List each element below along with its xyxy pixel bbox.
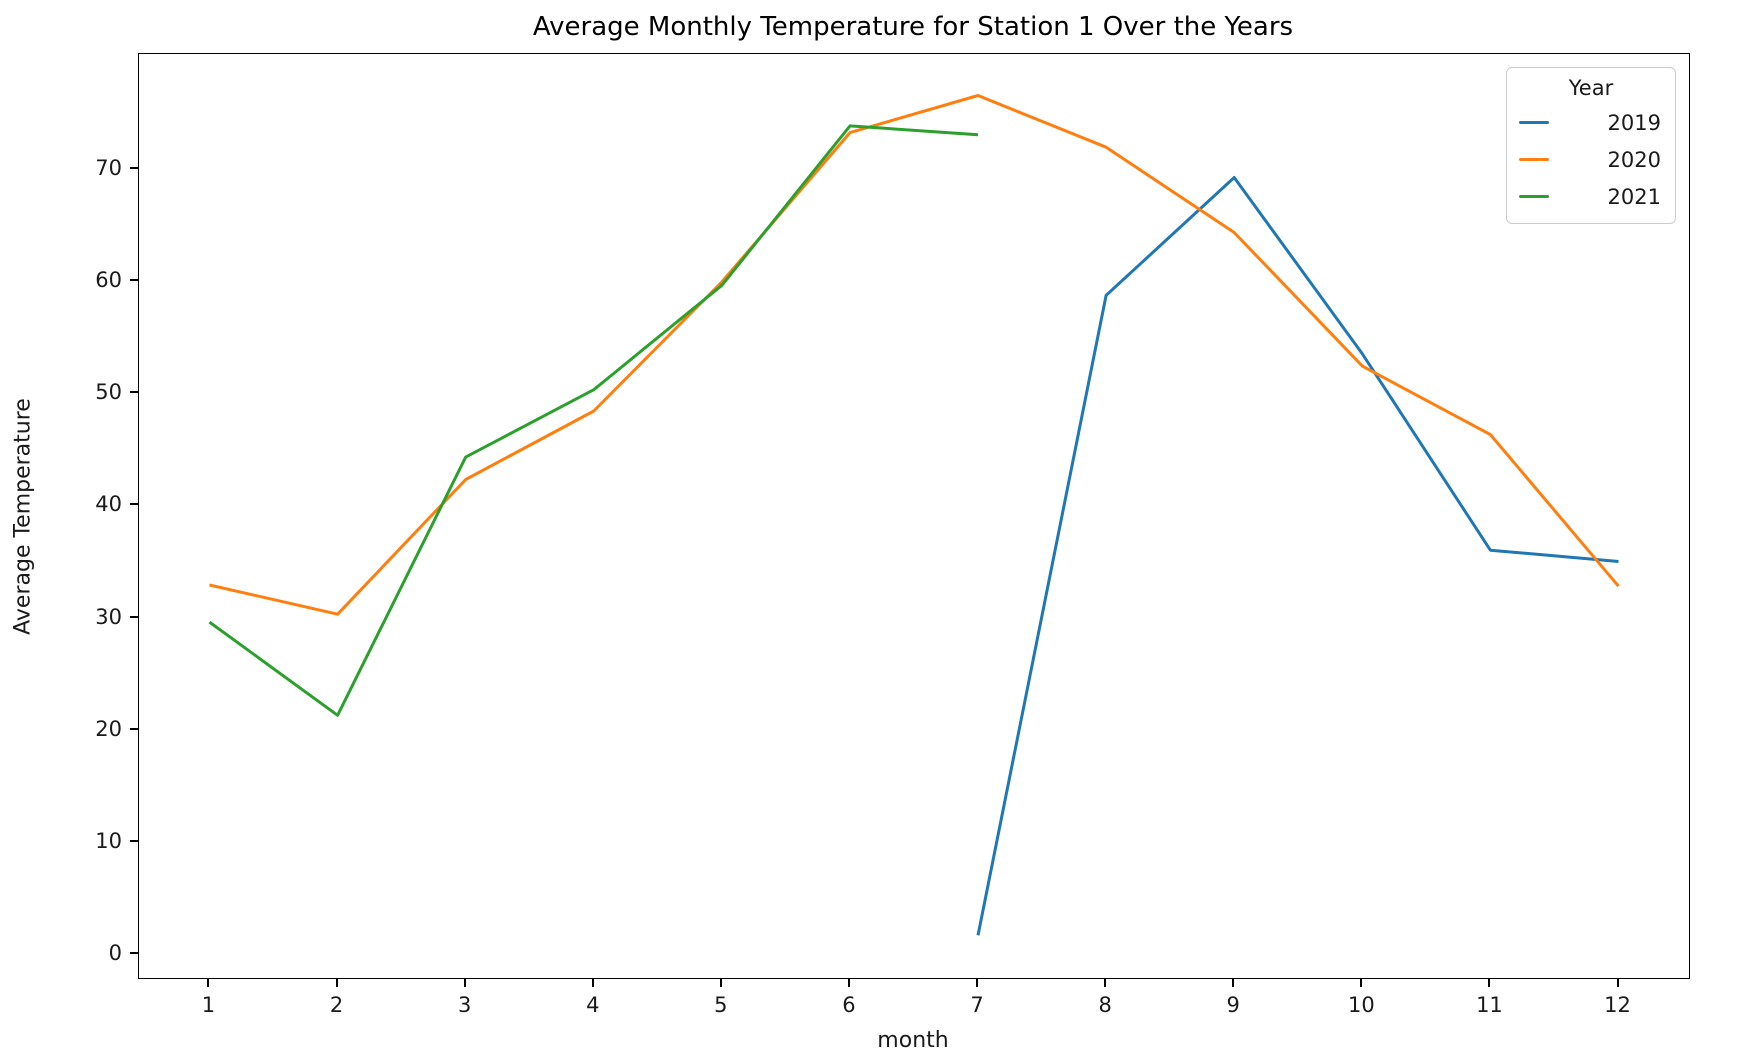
x-tick-label: 4 <box>586 993 600 1017</box>
y-tick-label: 40 <box>95 492 122 517</box>
y-tick-label: 20 <box>95 716 122 741</box>
series-line-2019 <box>976 176 1619 936</box>
y-tick-mark <box>130 840 138 843</box>
legend-item-2020: 2020 <box>1517 141 1665 178</box>
x-tick-label: 1 <box>201 993 216 1017</box>
x-tick-label: 8 <box>1098 993 1112 1017</box>
x-tick-label: 7 <box>970 993 984 1017</box>
x-tick-mark <box>1488 979 1491 987</box>
y-tick-mark <box>130 278 138 281</box>
y-tick-mark <box>130 952 138 955</box>
x-tick-label: 5 <box>714 993 728 1017</box>
x-tick-mark <box>847 979 850 987</box>
legend-title: Year <box>1568 76 1614 100</box>
y-tick-mark <box>130 503 138 506</box>
legend-label: 2021 <box>1607 184 1661 209</box>
x-tick-mark <box>591 979 594 987</box>
legend-item-2021: 2021 <box>1517 178 1665 215</box>
plot-area: Year 2019 2020 2021 <box>138 53 1690 979</box>
x-tick-mark <box>719 979 722 987</box>
x-tick-label: 6 <box>842 993 856 1017</box>
y-tick-label: 60 <box>95 267 122 292</box>
x-tick-label: 2 <box>329 993 344 1017</box>
y-tick-label: 50 <box>95 380 122 405</box>
x-tick-mark <box>1360 979 1363 987</box>
x-tick-mark <box>463 979 466 987</box>
x-tick-mark <box>976 979 979 987</box>
x-tick-mark <box>207 979 210 987</box>
legend-item-2019: 2019 <box>1517 104 1665 141</box>
x-tick-mark <box>335 979 338 987</box>
y-tick-mark <box>130 727 138 730</box>
y-tick-label: 70 <box>95 155 122 180</box>
y-tick-mark <box>130 615 138 618</box>
chart-title: Average Monthly Temperature for Station … <box>532 12 1294 42</box>
x-axis-label: month <box>877 1028 949 1053</box>
x-tick-label: 10 <box>1347 993 1375 1017</box>
legend-line-swatch-2020 <box>1519 158 1549 161</box>
y-tick-mark <box>130 391 138 394</box>
y-axis-label: Average Temperature <box>10 398 36 635</box>
legend-label: 2020 <box>1607 147 1661 172</box>
x-tick-label: 9 <box>1226 993 1240 1017</box>
x-tick-mark <box>1104 979 1107 987</box>
x-tick-mark <box>1616 979 1619 987</box>
legend-line-swatch-2021 <box>1519 195 1549 198</box>
x-tick-label: 11 <box>1476 993 1503 1017</box>
legend-line-swatch-2019 <box>1519 121 1549 124</box>
y-tick-label: 30 <box>95 604 122 629</box>
y-tick-label: 0 <box>108 941 122 966</box>
x-tick-label: 12 <box>1604 993 1631 1017</box>
series-line-2020 <box>209 94 1620 616</box>
y-tick-mark <box>130 166 138 169</box>
x-tick-label: 3 <box>457 993 472 1017</box>
legend: Year 2019 2020 2021 <box>1506 67 1676 224</box>
series-line-2021 <box>208 124 979 717</box>
y-tick-label: 10 <box>95 829 122 854</box>
x-tick-mark <box>1232 979 1235 987</box>
legend-label: 2019 <box>1607 110 1661 135</box>
line-chart-plot <box>208 94 1620 936</box>
